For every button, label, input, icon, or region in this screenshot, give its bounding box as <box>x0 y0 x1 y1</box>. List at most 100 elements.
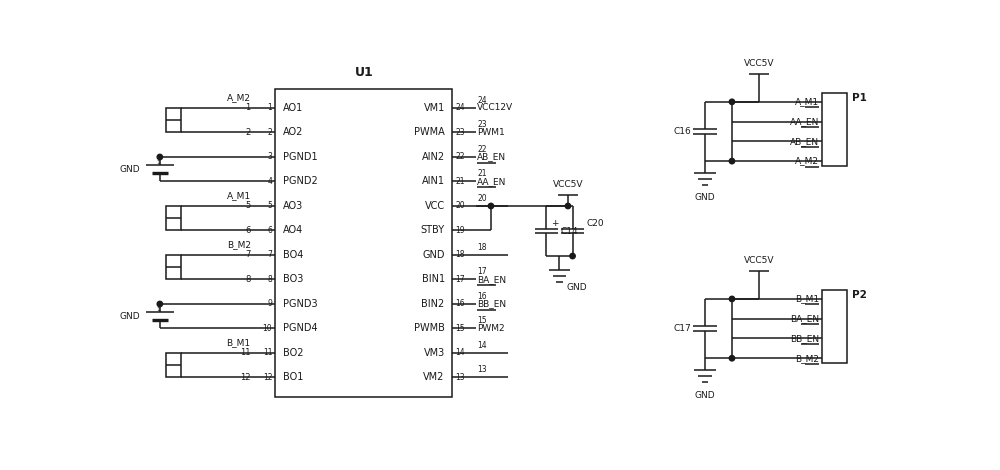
Text: A_M2: A_M2 <box>795 157 819 165</box>
Circle shape <box>729 296 735 302</box>
Text: 9: 9 <box>267 299 272 308</box>
Text: BB_EN: BB_EN <box>790 334 819 343</box>
Text: 20: 20 <box>477 194 487 203</box>
Text: A_M1: A_M1 <box>227 192 251 201</box>
Text: 1: 1 <box>245 103 251 112</box>
Text: 21: 21 <box>477 169 487 179</box>
Text: 21: 21 <box>456 177 465 186</box>
Text: BIN1: BIN1 <box>422 274 445 284</box>
Text: 15: 15 <box>477 316 487 325</box>
FancyBboxPatch shape <box>275 89 452 397</box>
Circle shape <box>157 301 163 307</box>
FancyBboxPatch shape <box>166 353 181 377</box>
Text: GND: GND <box>566 283 587 292</box>
Text: 10: 10 <box>263 324 272 333</box>
Text: VCC5V: VCC5V <box>553 180 583 189</box>
Text: STBY: STBY <box>421 226 445 235</box>
Text: B_M2: B_M2 <box>227 241 251 250</box>
Text: VM2: VM2 <box>423 373 445 383</box>
Text: GND: GND <box>695 194 715 203</box>
Circle shape <box>488 204 494 209</box>
Text: 8: 8 <box>245 275 251 284</box>
Text: 22: 22 <box>477 145 487 154</box>
Text: AO2: AO2 <box>283 127 303 138</box>
FancyBboxPatch shape <box>822 290 847 363</box>
Circle shape <box>729 158 735 164</box>
Text: A_M1: A_M1 <box>795 97 819 106</box>
Text: B_M2: B_M2 <box>795 354 819 363</box>
Text: 22: 22 <box>456 152 465 162</box>
Text: BO1: BO1 <box>283 373 303 383</box>
Text: 7: 7 <box>245 251 251 259</box>
Text: 24: 24 <box>456 103 465 112</box>
Text: AA_EN: AA_EN <box>477 177 506 186</box>
Text: B_M1: B_M1 <box>795 294 819 304</box>
Text: 4: 4 <box>267 177 272 186</box>
Text: VCC5V: VCC5V <box>744 59 774 68</box>
Text: BA_EN: BA_EN <box>477 275 506 284</box>
Text: PGND3: PGND3 <box>283 299 318 309</box>
Text: AIN1: AIN1 <box>422 177 445 187</box>
FancyBboxPatch shape <box>166 108 181 133</box>
Text: BA_EN: BA_EN <box>790 314 819 323</box>
Text: 18: 18 <box>456 251 465 259</box>
Text: 23: 23 <box>477 120 487 129</box>
Text: AA_EN: AA_EN <box>790 117 819 126</box>
FancyBboxPatch shape <box>166 206 181 230</box>
Text: PWMA: PWMA <box>414 127 445 138</box>
Text: PGND2: PGND2 <box>283 177 318 187</box>
Text: PWM1: PWM1 <box>477 128 505 137</box>
Text: VCC12V: VCC12V <box>477 103 513 112</box>
Text: 8: 8 <box>268 275 272 284</box>
Circle shape <box>570 253 575 258</box>
Text: B_M1: B_M1 <box>227 338 251 348</box>
Text: 13: 13 <box>456 373 465 382</box>
Text: 5: 5 <box>245 202 251 211</box>
Text: 17: 17 <box>477 267 487 276</box>
Text: 1: 1 <box>157 307 161 313</box>
Text: 7: 7 <box>267 251 272 259</box>
Text: PWMB: PWMB <box>414 323 445 334</box>
Text: 6: 6 <box>245 226 251 235</box>
Text: 2: 2 <box>268 128 272 137</box>
Text: C20: C20 <box>586 219 604 228</box>
Text: BIN2: BIN2 <box>421 299 445 309</box>
Circle shape <box>729 355 735 361</box>
Text: AO1: AO1 <box>283 103 303 113</box>
Text: 15: 15 <box>456 324 465 333</box>
Text: VCC: VCC <box>425 201 445 211</box>
Text: 17: 17 <box>456 275 465 284</box>
FancyBboxPatch shape <box>822 93 847 166</box>
Text: C14: C14 <box>560 227 578 235</box>
Text: 24: 24 <box>477 96 487 105</box>
Text: AIN2: AIN2 <box>422 152 445 162</box>
Text: BB_EN: BB_EN <box>477 299 506 308</box>
Text: 1: 1 <box>157 160 161 165</box>
Text: VCC5V: VCC5V <box>744 256 774 265</box>
Text: GND: GND <box>120 312 141 321</box>
Text: C16: C16 <box>673 127 691 136</box>
Text: A_M2: A_M2 <box>227 94 251 102</box>
Text: BO2: BO2 <box>283 348 304 358</box>
Circle shape <box>729 99 735 104</box>
Text: 2: 2 <box>245 128 251 137</box>
Text: BO4: BO4 <box>283 250 303 260</box>
Text: P2: P2 <box>852 290 867 300</box>
Text: AB_EN: AB_EN <box>790 137 819 146</box>
Text: 19: 19 <box>456 226 465 235</box>
Text: 14: 14 <box>456 348 465 358</box>
Text: 20: 20 <box>456 202 465 211</box>
Text: 1: 1 <box>268 103 272 112</box>
Text: 6: 6 <box>267 226 272 235</box>
Text: VM3: VM3 <box>423 348 445 358</box>
Text: GND: GND <box>422 250 445 260</box>
Text: 18: 18 <box>477 243 487 252</box>
Circle shape <box>157 154 163 160</box>
Text: PGND1: PGND1 <box>283 152 318 162</box>
Text: VM1: VM1 <box>423 103 445 113</box>
Text: 5: 5 <box>267 202 272 211</box>
Text: 16: 16 <box>477 292 487 301</box>
Text: C17: C17 <box>673 324 691 333</box>
FancyBboxPatch shape <box>166 255 181 280</box>
Text: 3: 3 <box>267 152 272 162</box>
